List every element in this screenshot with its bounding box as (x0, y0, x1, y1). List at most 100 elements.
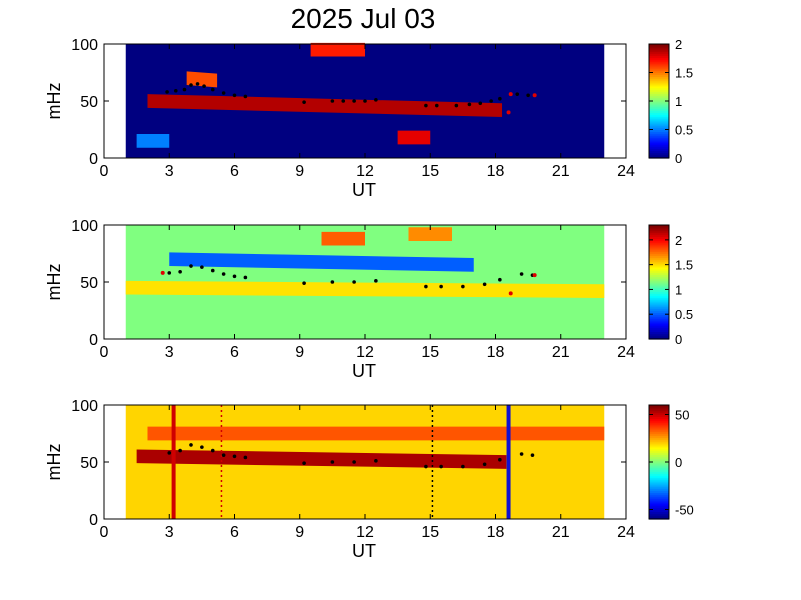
ridge-point-23 (515, 92, 520, 96)
x-tick-label: 18 (487, 344, 505, 361)
x-tick-label: 6 (230, 524, 239, 541)
red-point-1 (508, 291, 513, 296)
colorbar-segment (649, 318, 669, 321)
colorbar-segment (649, 282, 669, 285)
colorbar-segment (649, 104, 669, 108)
colorbar-segment (649, 139, 669, 142)
colorbar-tick-label: 0.5 (675, 123, 693, 138)
colorbar-segment (649, 80, 669, 83)
colorbar-segment (649, 276, 669, 279)
colorbar-segment (649, 511, 669, 514)
ridge-point-22 (498, 96, 502, 101)
x-tick-label: 0 (100, 163, 109, 180)
colorbar-segment (649, 120, 669, 123)
ridge-point-4 (210, 448, 215, 453)
colorbar-tick-label: 0 (675, 455, 682, 470)
colorbar-segment (649, 78, 669, 81)
colorbar-segment (649, 320, 669, 323)
colorbar-segment (649, 261, 669, 264)
ridge-point-12 (424, 464, 428, 469)
colorbar-segment (649, 156, 669, 159)
colorbar-segment (649, 101, 669, 104)
colorbar-segment (649, 95, 669, 98)
colorbar-segment (649, 416, 669, 419)
x-tick-label: 9 (295, 344, 304, 361)
ridge-point-8 (302, 281, 306, 285)
x-tick-label: 0 (100, 344, 109, 361)
colorbar-segment (649, 257, 669, 260)
colorbar-segment (649, 427, 669, 431)
ridge-point-13 (439, 284, 443, 289)
colorbar-segment (649, 57, 669, 60)
y-axis-label: mHz (44, 264, 64, 301)
x-tick-label: 24 (617, 344, 635, 361)
colorbar-segment (649, 64, 669, 68)
ridge-point-16 (498, 457, 502, 462)
colorbar-segment (649, 295, 669, 298)
colorbar-tick-label: 1.5 (675, 66, 693, 81)
red-point-2 (532, 273, 537, 278)
colorbar-segment (649, 420, 669, 423)
colorbar-segment (649, 462, 669, 465)
ridge-point-10 (302, 100, 306, 104)
y-tick-label: 0 (89, 151, 98, 168)
colorbar-segment (649, 47, 669, 51)
ridge-point-13 (439, 464, 443, 469)
colorbar-segment (649, 488, 669, 492)
y-tick-label: 50 (80, 94, 98, 111)
ridge-point-14 (461, 284, 465, 289)
y-tick-label: 100 (71, 37, 98, 54)
ridge-point-18 (530, 453, 535, 457)
ridge-point-17 (519, 272, 524, 276)
colorbar-segment (649, 76, 669, 79)
colorbar-segment (649, 53, 669, 56)
x-tick-label: 15 (421, 524, 439, 541)
colorbar-segment (649, 140, 669, 144)
ridge-point-2 (189, 264, 193, 268)
colorbar-segment (649, 479, 669, 482)
ridge-point-7 (243, 275, 248, 280)
colorbar-segment (649, 63, 669, 66)
colorbar-segment (649, 486, 669, 490)
colorbar-segment (649, 268, 669, 272)
colorbar-segment (649, 228, 669, 232)
x-tick-label: 3 (165, 163, 174, 180)
colorbar-segment (649, 323, 669, 327)
x-axis-label: UT (352, 361, 376, 381)
y-tick-label: 0 (89, 512, 98, 529)
colorbar-segment (649, 450, 669, 454)
x-tick-label: 21 (552, 524, 570, 541)
colorbar-segment (649, 59, 669, 62)
colorbar-segment (649, 473, 669, 476)
ridge-point-2 (182, 87, 187, 92)
colorbar-segment (649, 91, 669, 94)
colorbar-segment (649, 456, 669, 459)
x-tick-label: 9 (295, 524, 304, 541)
colorbar-segment (649, 72, 669, 75)
ridge-point-24 (526, 93, 530, 98)
colorbar-segment (649, 249, 669, 253)
colorbar-segment (649, 234, 669, 237)
colorbar-segment (649, 45, 669, 49)
x-tick-label: 12 (356, 163, 374, 180)
colorbar-segment (649, 280, 669, 283)
x-tick-label: 12 (356, 524, 374, 541)
colorbar-segment (649, 129, 669, 132)
x-tick-label: 6 (230, 163, 239, 180)
x-axis-label: UT (352, 180, 376, 200)
x-axis-label: UT (352, 541, 376, 561)
heatmap-feature-2 (310, 42, 365, 57)
heatmap-feature-4 (136, 134, 170, 148)
heatmap-feature-1 (147, 426, 605, 441)
ridge-point-8 (232, 93, 237, 98)
colorbar-tick-label: 1.5 (675, 258, 693, 273)
colorbar-segment (649, 463, 669, 467)
colorbar-segment (649, 444, 669, 448)
colorbar-tick-label: -50 (675, 503, 694, 518)
colorbar-segment (649, 302, 669, 306)
colorbar-segment (649, 114, 669, 117)
colorbar-segment (649, 99, 669, 102)
colorbar-segment (649, 152, 669, 155)
colorbar-tick-label: 50 (675, 408, 689, 423)
